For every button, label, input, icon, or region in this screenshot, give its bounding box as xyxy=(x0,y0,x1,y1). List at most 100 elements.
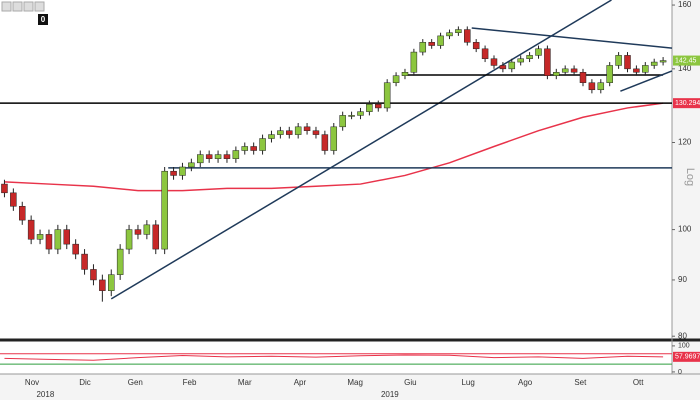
candle-body xyxy=(615,55,622,66)
candle-body xyxy=(508,61,516,70)
candle-body xyxy=(108,274,115,291)
candle-body xyxy=(642,65,649,73)
candle-body xyxy=(526,55,533,59)
zoom-in-button[interactable] xyxy=(1,1,12,12)
candle-body xyxy=(268,134,275,139)
candle-body xyxy=(455,29,462,33)
candle-body xyxy=(232,150,240,159)
candle-body xyxy=(597,82,605,91)
candle-body xyxy=(81,253,88,270)
candle-body xyxy=(294,126,302,135)
indicator-tick-label: 100 xyxy=(678,343,690,350)
moving-average xyxy=(4,102,664,192)
candle-body xyxy=(90,269,97,281)
candle-body xyxy=(588,82,596,91)
candle-body xyxy=(170,170,177,176)
last-price-tag: 142.45 xyxy=(675,57,697,64)
candle-body xyxy=(143,224,151,235)
candle-body xyxy=(464,29,471,43)
candle-body xyxy=(188,162,195,168)
candle-body xyxy=(27,219,35,240)
candle-body xyxy=(401,72,409,76)
candle-body xyxy=(348,115,355,117)
x-tick-label: Dic xyxy=(79,378,91,387)
candle-body xyxy=(36,234,44,240)
candle-body xyxy=(428,42,435,46)
y-tick-label: 160 xyxy=(678,0,692,9)
y-tick-label: 90 xyxy=(678,275,687,284)
indicator-tag-bg xyxy=(673,351,700,362)
x-tick-label: Nov xyxy=(25,378,39,387)
candle-body xyxy=(125,229,133,250)
badge-text: 0 xyxy=(41,15,46,24)
candle-body xyxy=(330,126,338,151)
candle-body xyxy=(517,58,524,63)
candle-body xyxy=(553,72,560,76)
candle-body xyxy=(54,229,62,250)
candle-body xyxy=(357,111,364,116)
candle-body xyxy=(499,65,507,70)
candle-body xyxy=(72,243,79,255)
x-tick-label: Mar xyxy=(238,378,252,387)
year-label: 2019 xyxy=(381,390,399,399)
indicator-line xyxy=(4,354,664,361)
pointer-button[interactable] xyxy=(23,1,34,12)
candle-body xyxy=(277,130,284,135)
candle-body xyxy=(214,154,222,159)
candle-body xyxy=(366,104,373,112)
candle-body xyxy=(659,60,667,63)
x-tick-label: Apr xyxy=(294,378,307,387)
candle-body xyxy=(392,75,400,83)
candle-body xyxy=(481,48,489,59)
candle-body xyxy=(633,68,640,73)
x-tick-label: Mag xyxy=(347,378,363,387)
candle-body xyxy=(383,82,391,109)
trendline xyxy=(471,27,673,49)
candle-body xyxy=(606,65,613,83)
candle-body xyxy=(286,130,293,135)
trendline xyxy=(620,70,673,92)
candle-body xyxy=(45,234,53,250)
candle-body xyxy=(250,146,257,151)
x-tick-label: Feb xyxy=(183,378,197,387)
badge xyxy=(38,14,48,25)
candle-body xyxy=(312,130,320,135)
candle-body xyxy=(544,48,551,76)
scale-label: Log xyxy=(684,168,696,186)
candle-body xyxy=(650,61,658,66)
candle-body xyxy=(437,35,444,46)
candle-body xyxy=(339,115,346,128)
candle-body xyxy=(321,134,329,151)
draw-button[interactable] xyxy=(12,1,23,12)
search-button[interactable] xyxy=(34,1,45,12)
candle-body xyxy=(561,68,569,73)
candle-body xyxy=(472,42,480,50)
trendline xyxy=(110,0,612,300)
candle-body xyxy=(99,279,106,291)
candle-body xyxy=(1,183,8,194)
x-axis-panel xyxy=(0,374,700,400)
candle-body xyxy=(375,104,382,109)
candle-body xyxy=(205,154,213,159)
y-tick-label: 80 xyxy=(678,331,687,340)
candle-body xyxy=(116,248,124,275)
indicator-tag: 57.9697 xyxy=(675,354,700,361)
candle-body xyxy=(10,192,17,207)
candle-body xyxy=(223,154,231,159)
x-tick-label: Ago xyxy=(518,378,533,387)
candle-body xyxy=(579,72,587,83)
x-tick-label: Giu xyxy=(404,378,416,387)
candle-body xyxy=(490,58,498,66)
candle-body xyxy=(446,32,453,37)
indicator-tick-label: 0 xyxy=(678,369,682,376)
year-label: 2018 xyxy=(36,390,54,399)
candle-body xyxy=(134,229,142,235)
candle-body xyxy=(197,154,204,164)
candle-body xyxy=(419,42,427,53)
x-tick-label: Gen xyxy=(128,378,143,387)
candle-body xyxy=(303,126,311,131)
candle-body xyxy=(152,224,160,250)
toolbar: 0 xyxy=(1,1,48,25)
